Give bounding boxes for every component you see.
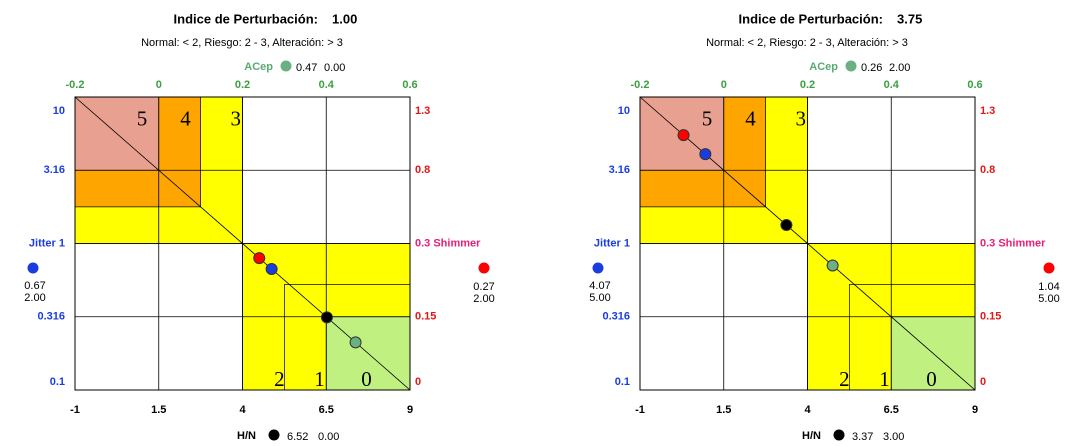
zone-label: 3 bbox=[796, 106, 807, 130]
tick-label: 1.3 bbox=[415, 105, 430, 117]
point bbox=[677, 129, 690, 142]
point bbox=[349, 336, 362, 349]
legend: Normal: < 2, Riesgo: 2 - 3, Alteración: … bbox=[706, 37, 908, 49]
tick-label: 0.8 bbox=[415, 164, 430, 176]
tick-label: 0 bbox=[156, 79, 162, 91]
legend-dot bbox=[27, 262, 39, 274]
readout-score: 2.00 bbox=[24, 292, 45, 304]
readout-value: 6.52 bbox=[287, 431, 308, 443]
diagonal bbox=[639, 96, 976, 391]
tick-label: 0.6 bbox=[402, 79, 417, 91]
readout-score: 5.00 bbox=[1038, 293, 1059, 305]
zone-label: 0 bbox=[926, 367, 937, 391]
panel: Indice de Perturbación: 1.00 Normal: < 2, … bbox=[24, 11, 494, 443]
zone-label: 4 bbox=[745, 106, 756, 130]
tick-label: 0.6 bbox=[967, 79, 982, 91]
tick-label: 0.2 bbox=[800, 79, 815, 91]
point bbox=[253, 252, 266, 265]
zone-label: 4 bbox=[180, 106, 191, 130]
zone-label: 2 bbox=[839, 367, 850, 391]
point bbox=[826, 259, 839, 272]
readout-value: 0.26 bbox=[861, 62, 882, 74]
tick-label: 0.3 Shimmer bbox=[415, 237, 481, 249]
tick-label: 0 bbox=[980, 376, 986, 388]
legend-dot bbox=[478, 262, 490, 274]
readout-score: 0.00 bbox=[324, 62, 345, 74]
tick-label: 0 bbox=[415, 376, 421, 388]
axis-title: H/N bbox=[802, 430, 821, 442]
readout-value: 0.67 bbox=[24, 280, 45, 292]
tick-label: Jitter 1 bbox=[29, 237, 65, 249]
readout-score: 2.00 bbox=[889, 62, 910, 74]
tick-label: 0.2 bbox=[235, 79, 250, 91]
title: Indice de Perturbación: bbox=[739, 11, 883, 26]
tick-label: 1.5 bbox=[716, 404, 731, 416]
readout-score: 0.00 bbox=[318, 431, 339, 443]
axis-title: ACep bbox=[244, 61, 273, 73]
readout-value: 4.07 bbox=[589, 280, 610, 292]
readout-value: 0.27 bbox=[473, 281, 494, 293]
zone-label: 5 bbox=[137, 106, 148, 130]
point bbox=[320, 311, 333, 324]
tick-label: -0.2 bbox=[631, 79, 650, 91]
tick-label: 10 bbox=[618, 105, 630, 117]
tick-label: 6.5 bbox=[319, 404, 334, 416]
index-value: 1.00 bbox=[332, 11, 357, 26]
tick-label: 9 bbox=[407, 404, 413, 416]
tick-label: -1 bbox=[70, 404, 80, 416]
legend-dot bbox=[1043, 262, 1055, 274]
legend: Normal: < 2, Riesgo: 2 - 3, Alteración: … bbox=[141, 37, 343, 49]
legend-dot bbox=[833, 429, 845, 441]
tick-label: 1.3 bbox=[980, 105, 995, 117]
readout-value: 0.47 bbox=[296, 62, 317, 74]
tick-label: 0.316 bbox=[37, 311, 65, 323]
readout-score: 5.00 bbox=[589, 292, 610, 304]
point bbox=[780, 219, 793, 232]
tick-label: 0.1 bbox=[50, 376, 65, 388]
axis-title: ACep bbox=[809, 61, 838, 73]
index-value: 3.75 bbox=[897, 11, 922, 26]
tick-label: 0.15 bbox=[415, 311, 436, 323]
zone-label: 1 bbox=[314, 367, 325, 391]
readout-value: 3.37 bbox=[852, 431, 873, 443]
tick-label: -1 bbox=[635, 404, 645, 416]
tick-label: 0.8 bbox=[980, 164, 995, 176]
panel: Indice de Perturbación: 3.75 Normal: < 2, … bbox=[589, 11, 1059, 443]
readout-value: 1.04 bbox=[1038, 281, 1059, 293]
zone-label: 5 bbox=[702, 106, 713, 130]
zone-label: 1 bbox=[879, 367, 890, 391]
zone-label: 0 bbox=[361, 367, 372, 391]
tick-label: 0.3 Shimmer bbox=[980, 237, 1046, 249]
tick-label: 3.16 bbox=[44, 164, 65, 176]
point bbox=[699, 148, 712, 161]
tick-label: 0.1 bbox=[615, 376, 630, 388]
readout-score: 2.00 bbox=[473, 293, 494, 305]
tick-label: 3.16 bbox=[609, 164, 630, 176]
zone-label: 3 bbox=[231, 106, 242, 130]
zone-label: 2 bbox=[274, 367, 285, 391]
legend-dot bbox=[280, 60, 292, 72]
tick-label: 0.4 bbox=[884, 79, 900, 91]
tick-label: 6.5 bbox=[884, 404, 899, 416]
readout-score: 3.00 bbox=[883, 431, 904, 443]
tick-label: 1.5 bbox=[151, 404, 166, 416]
title: Indice de Perturbación: bbox=[174, 11, 318, 26]
point bbox=[265, 262, 278, 275]
tick-label: Jitter 1 bbox=[594, 237, 630, 249]
tick-label: 4 bbox=[239, 404, 246, 416]
tick-label: 0.4 bbox=[319, 79, 335, 91]
legend-dot bbox=[268, 429, 280, 441]
legend-dot bbox=[592, 262, 604, 274]
tick-label: 0 bbox=[721, 79, 727, 91]
tick-label: 0.15 bbox=[980, 311, 1001, 323]
tick-label: -0.2 bbox=[66, 79, 85, 91]
tick-label: 4 bbox=[804, 404, 811, 416]
tick-label: 0.316 bbox=[602, 311, 630, 323]
axis-title: H/N bbox=[237, 430, 256, 442]
tick-label: 10 bbox=[53, 105, 65, 117]
legend-dot bbox=[845, 60, 857, 72]
tick-label: 9 bbox=[972, 404, 978, 416]
